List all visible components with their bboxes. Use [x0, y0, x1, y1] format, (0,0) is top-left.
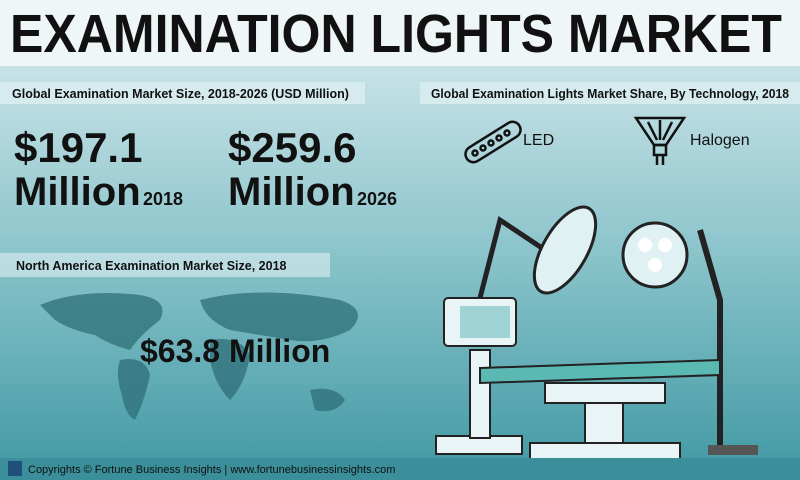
- legend-label: Halogen: [690, 132, 750, 149]
- section-bar: [420, 82, 800, 104]
- title-band: [0, 0, 800, 66]
- stat-value: $259.6: [228, 124, 356, 171]
- section-bar: [0, 253, 330, 277]
- equipment-illustration: [435, 205, 758, 464]
- section-heading: Global Examination Market Size, 2018-202…: [12, 87, 349, 101]
- legend-label: LED: [523, 132, 554, 149]
- stat-value: $197.1: [14, 124, 142, 171]
- section-bar: [0, 82, 365, 104]
- stat-unit: Million: [228, 170, 355, 214]
- footer-text: Copyrights © Fortune Business Insights |…: [28, 464, 395, 476]
- section-heading: Global Examination Lights Market Share, …: [431, 87, 789, 101]
- title: EXAMINATION LIGHTS MARKET: [10, 4, 782, 64]
- led-icon: [464, 120, 522, 164]
- section-heading: North America Examination Market Size, 2…: [16, 259, 287, 273]
- footer-band: [0, 458, 800, 480]
- stat-year: 2026: [357, 189, 397, 209]
- stat-unit: Million: [14, 170, 141, 214]
- halogen-icon: [633, 116, 687, 165]
- stat-year: 2018: [143, 189, 183, 209]
- world-map: [40, 292, 358, 420]
- stat-value: $63.8 Million: [140, 333, 330, 369]
- logo: [8, 461, 22, 476]
